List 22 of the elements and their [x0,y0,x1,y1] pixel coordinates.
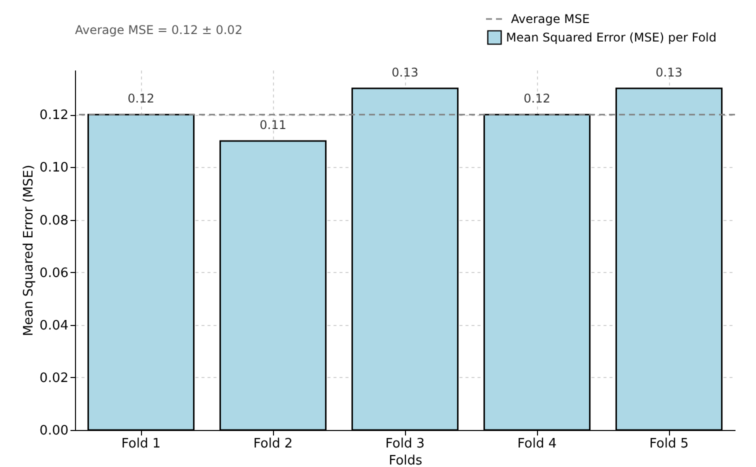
x-tick-label: Fold 4 [517,436,557,452]
y-axis-title: Mean Squared Error (MSE) [22,164,37,336]
y-tick-label: 0.10 [40,160,68,176]
x-tick-label: Fold 2 [253,436,293,452]
x-axis-title: Folds [388,454,423,467]
x-tick-label: Fold 5 [649,436,689,452]
x-tick-label: Fold 1 [121,436,161,452]
data-label: 0.13 [656,65,682,80]
legend-label: Average MSE [511,12,590,26]
data-label: 0.13 [392,65,418,80]
y-tick-label: 0.08 [40,213,68,228]
y-tick-label: 0.00 [40,424,68,438]
data-label: 0.11 [260,118,286,132]
data-label: 0.12 [128,92,154,106]
y-tick-label: 0.02 [40,370,68,386]
x-tick-label: Fold 3 [385,436,425,452]
y-tick-label: 0.04 [40,318,68,334]
y-tick-label: 0.06 [40,266,68,281]
data-label: 0.12 [524,92,550,106]
legend-label: Mean Squared Error (MSE) per Fold [506,30,716,44]
y-tick-label: 0.12 [40,108,68,124]
text: Average MSE = 0.12 ± 0.02 [75,23,242,37]
